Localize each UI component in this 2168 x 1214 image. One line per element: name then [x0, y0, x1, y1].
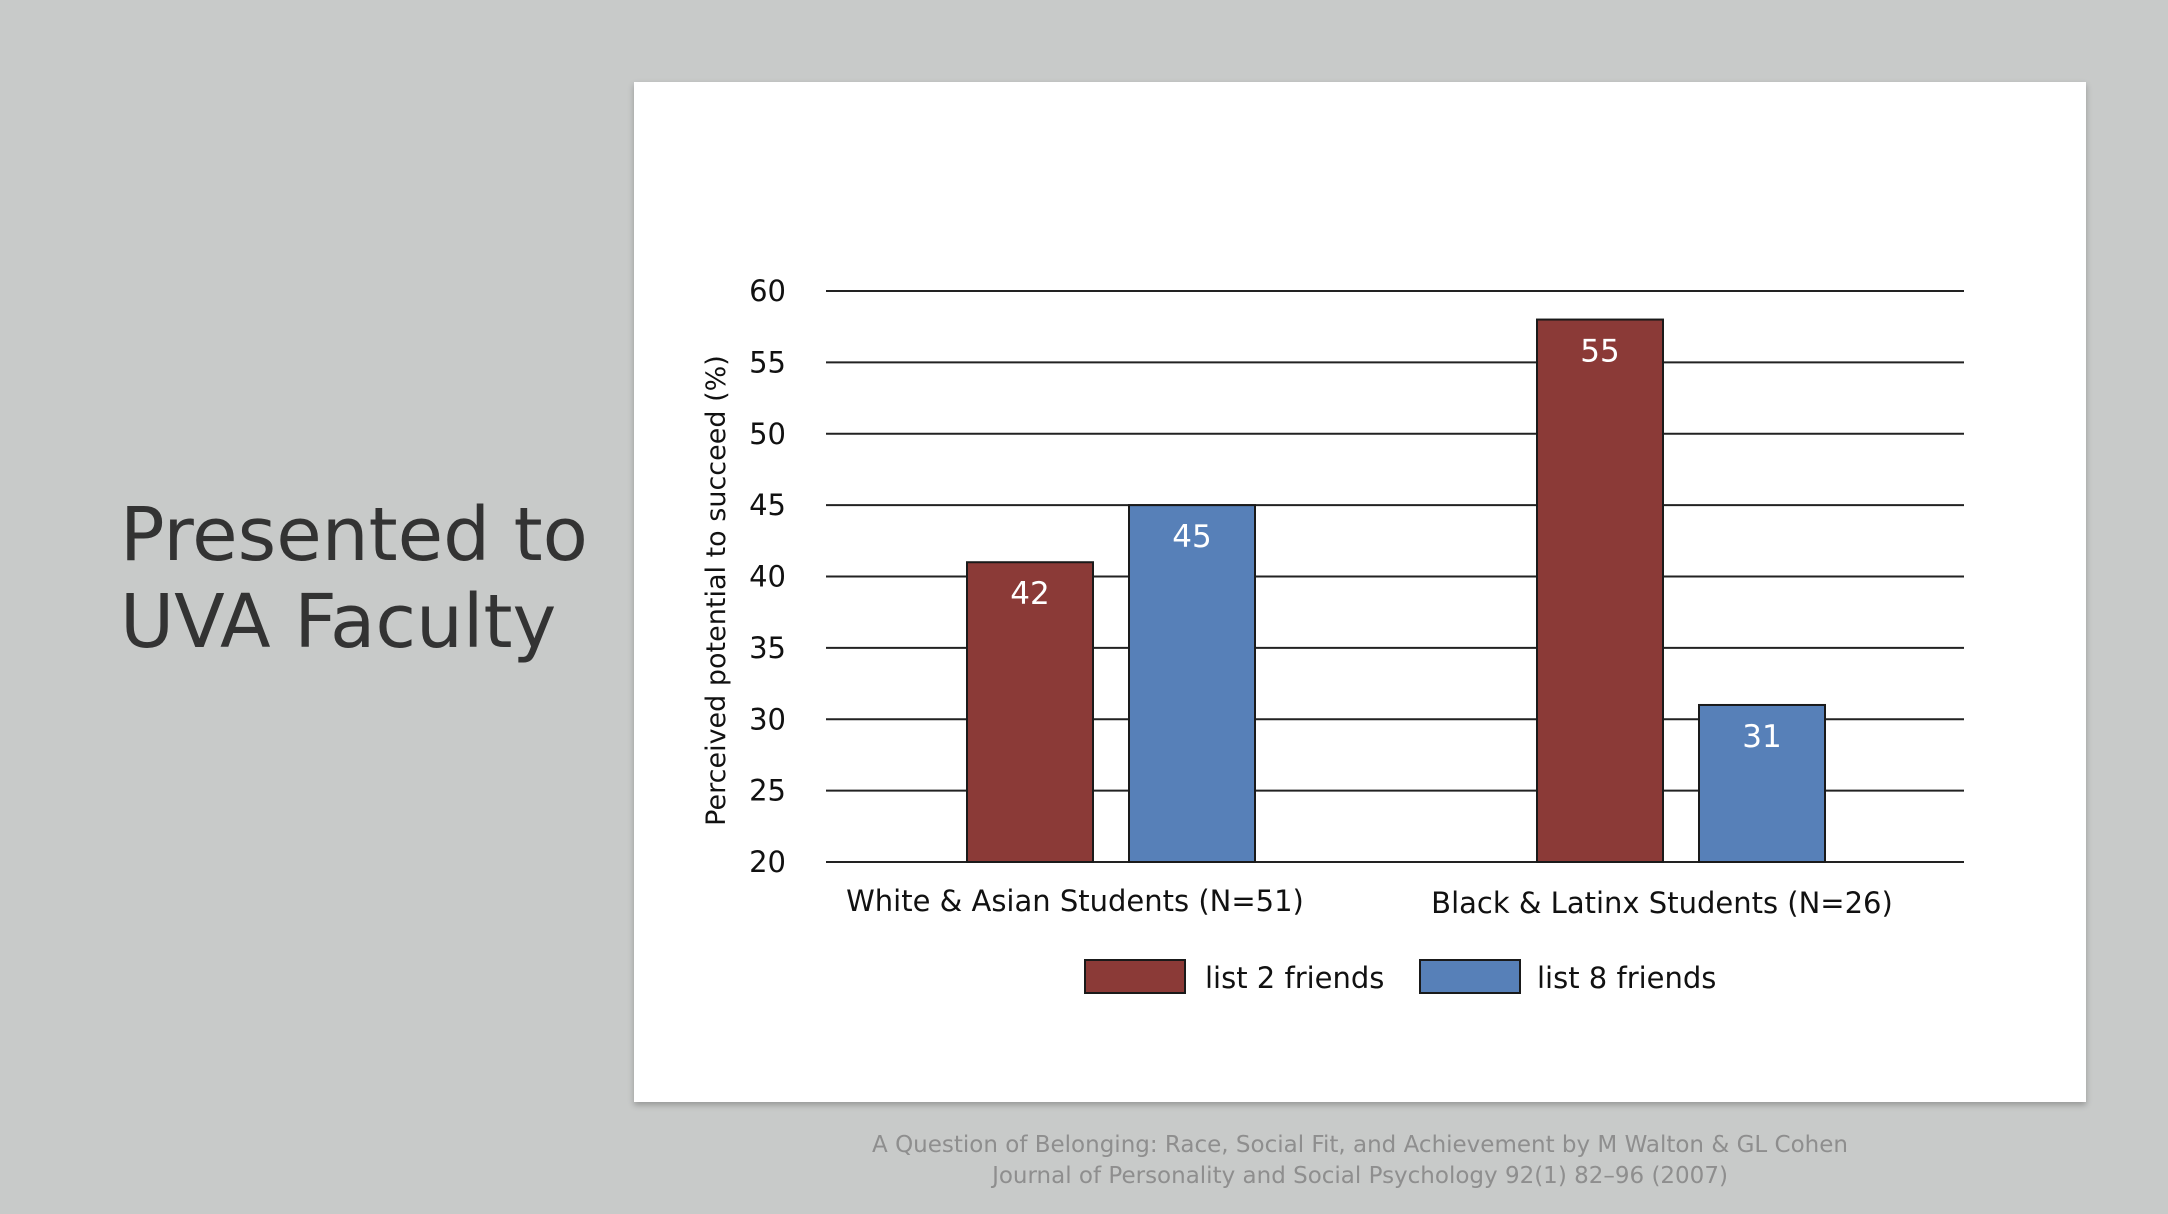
bar-2-2 — [1698, 703, 1826, 863]
chart-card: 20 25 30 35 40 45 50 55 60 Perceived potential to… — [634, 82, 2086, 1102]
citation-line-2: Journal of Personality and Social Psycho… — [992, 1163, 1728, 1189]
y-tick-label: 35 — [749, 631, 786, 665]
y-tick-label: 40 — [749, 560, 786, 594]
bar-chart: 20 25 30 35 40 45 50 55 60 Perceived potential to… — [701, 274, 1964, 995]
slide-title-line-2: UVA Faculty — [120, 579, 557, 665]
data-label: 31 — [1742, 719, 1781, 755]
citation: A Question of Belonging: Race, Social Fi… — [634, 1130, 2086, 1192]
legend-label-2: list 8 friends — [1537, 961, 1716, 995]
legend-swatch-2 — [1419, 959, 1521, 994]
legend-label-1: list 2 friends — [1205, 961, 1384, 995]
slide-title-line-1: Presented to — [120, 492, 588, 578]
legend-swatch-1 — [1084, 959, 1186, 994]
data-label: 55 — [1580, 334, 1619, 370]
citation-line-1: A Question of Belonging: Race, Social Fi… — [872, 1132, 1848, 1158]
y-tick-label: 50 — [749, 417, 786, 451]
y-tick-label: 55 — [749, 345, 786, 379]
y-tick-label: 45 — [749, 488, 786, 522]
slide-title: Presented to UVA Faculty — [120, 492, 640, 666]
bar-2-1 — [1128, 504, 1256, 863]
bar-1-2 — [1536, 318, 1664, 864]
x-category-label: White & Asian Students (N=51) — [846, 884, 1304, 918]
y-tick-label: 30 — [749, 702, 786, 736]
data-label: 45 — [1172, 519, 1211, 555]
y-tick-label: 60 — [749, 274, 786, 308]
data-label: 42 — [1010, 576, 1049, 612]
y-axis-title: Perceived potential to succeed (%) — [701, 355, 732, 826]
bar-1-1 — [966, 561, 1094, 863]
y-tick-label: 25 — [749, 774, 786, 808]
y-tick-label: 20 — [749, 845, 786, 879]
x-category-label: Black & Latinx Students (N=26) — [1431, 886, 1893, 920]
